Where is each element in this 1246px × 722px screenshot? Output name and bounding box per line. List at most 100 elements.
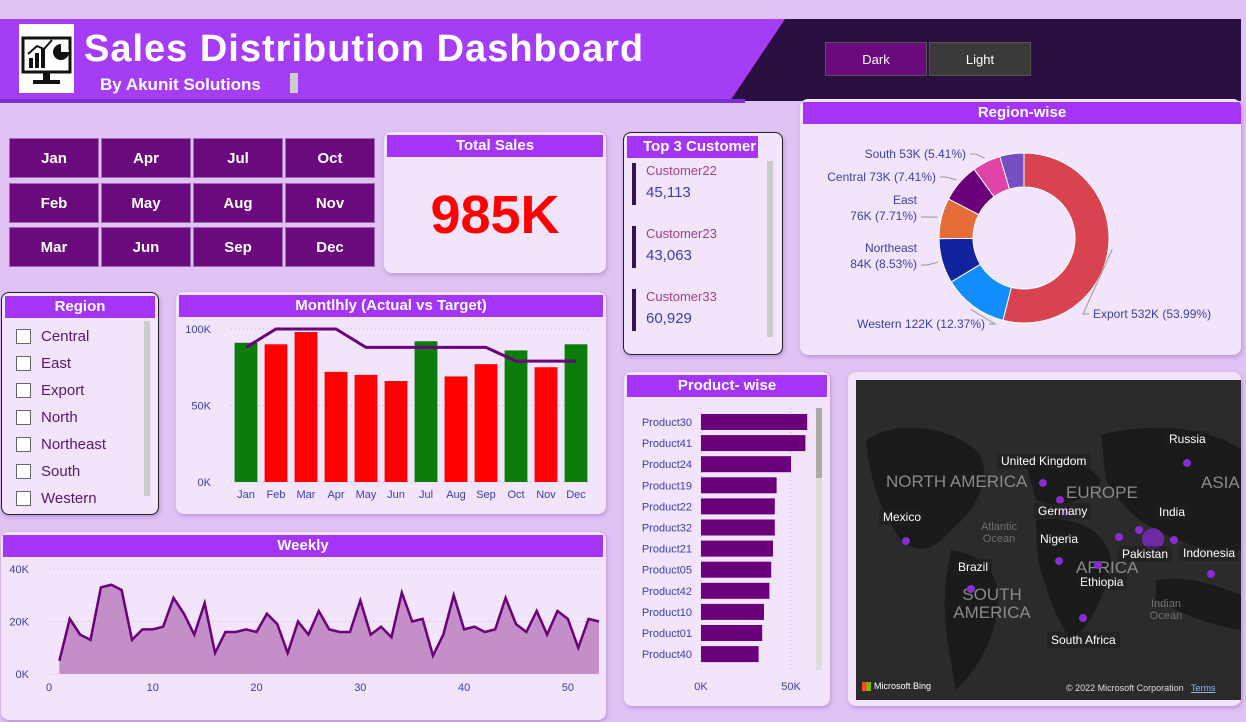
header-banner (0, 19, 785, 101)
map-point[interactable] (1056, 496, 1064, 504)
x-tick-label: Oct (507, 489, 524, 501)
monthly-bar (534, 367, 558, 482)
customer-name: Customer33 (646, 289, 717, 304)
region-option-western[interactable]: Western (16, 487, 97, 509)
map-point[interactable] (1039, 479, 1047, 487)
region-slicer-scrollbar[interactable] (144, 321, 150, 496)
customer-item[interactable]: Customer23 43,063 (632, 226, 762, 268)
map-point[interactable] (1094, 561, 1102, 569)
map-label-ethiopia: Ethiopia (1076, 574, 1128, 590)
map-point[interactable] (902, 537, 910, 545)
month-button-may[interactable]: May (101, 183, 191, 223)
map-point[interactable] (1170, 536, 1178, 544)
y-tick-label: Product41 (642, 438, 692, 450)
region-option-label: Central (41, 327, 90, 345)
monthly-bar (264, 344, 288, 482)
map-label-india: India (1155, 504, 1190, 520)
monthly-chart-card: Montlhly (Actual vs Target) 0K 50K 100K Jan… (176, 292, 606, 514)
region-wise-title: Region-wise (803, 102, 1241, 124)
map-continent-label: EUROPE (1066, 483, 1138, 502)
dark-theme-button[interactable]: Dark (825, 42, 927, 76)
product-bar (701, 477, 777, 494)
region-option-north[interactable]: North (16, 406, 78, 428)
checkbox[interactable] (16, 409, 31, 425)
month-button-oct[interactable]: Oct (285, 138, 375, 178)
product-scrollbar-thumb[interactable] (816, 408, 822, 478)
x-tick-label: Nov (536, 489, 556, 501)
map-point[interactable] (1183, 459, 1191, 467)
map-label-south-africa: South Africa (1047, 632, 1120, 648)
checkbox[interactable] (16, 436, 31, 452)
month-button-apr[interactable]: Apr (101, 138, 191, 178)
region-option-central[interactable]: Central (16, 325, 89, 347)
checkbox[interactable] (16, 355, 31, 371)
map-label-uk: United Kingdom (997, 453, 1091, 469)
monthly-chart-title: Montlhly (Actual vs Target) (179, 295, 603, 317)
page-subtitle: By Akunit Solutions (100, 75, 261, 94)
world-map[interactable]: NORTH AMERICA EUROPE ASIA AFRICA SOUTH A… (856, 380, 1241, 700)
checkbox[interactable] (16, 463, 31, 479)
monthly-bar (444, 376, 468, 482)
x-tick-label: Jul (419, 489, 433, 501)
map-point[interactable] (967, 585, 975, 593)
region-option-east[interactable]: East (16, 352, 71, 374)
region-option-northeast[interactable]: Northeast (16, 433, 106, 455)
y-tick-label: 0K (198, 477, 212, 489)
product-bar (701, 435, 806, 452)
region-option-south[interactable]: South (16, 460, 80, 482)
monthly-bar (234, 342, 258, 482)
month-button-nov[interactable]: Nov (285, 183, 375, 223)
map-point[interactable] (1079, 614, 1087, 622)
map-terms-link[interactable]: Terms (1191, 683, 1216, 693)
donut-leader-line (940, 176, 957, 181)
checkbox[interactable] (16, 328, 31, 344)
map-point[interactable] (1135, 526, 1143, 534)
month-button-jan[interactable]: Jan (9, 138, 99, 178)
month-button-jul[interactable]: Jul (193, 138, 283, 178)
customer-value: 45,113 (646, 184, 691, 201)
x-tick-label: Feb (267, 489, 286, 501)
checkbox[interactable] (16, 490, 31, 506)
month-button-aug[interactable]: Aug (193, 183, 283, 223)
light-theme-button[interactable]: Light (929, 42, 1031, 76)
donut-leader-line (970, 308, 997, 325)
month-button-jun[interactable]: Jun (101, 227, 191, 267)
x-tick-label: 40 (458, 682, 470, 694)
checkbox[interactable] (16, 382, 31, 398)
donut-slice (1002, 152, 1110, 324)
total-sales-card: Total Sales 985K (384, 132, 606, 273)
donut-data-label: Export 532K (53.99%) (1093, 307, 1211, 321)
monthly-bar (474, 364, 498, 482)
donut-label-line: 84K (8.53%) (850, 257, 917, 271)
month-button-sep[interactable]: Sep (193, 227, 283, 267)
map-continent-label: NORTH AMERICA (886, 472, 1028, 491)
map-point[interactable] (1142, 528, 1164, 550)
y-tick-label: Product42 (642, 586, 692, 598)
top-customers-card: Top 3 Customer Customer22 45,113 Custome… (623, 132, 783, 355)
map-point[interactable] (1207, 570, 1215, 578)
header-accent-line (0, 99, 745, 103)
region-option-label: Export (41, 381, 85, 399)
y-tick-label: Product24 (642, 459, 692, 471)
donut-leader-line (970, 153, 985, 159)
y-tick-label: 0K (16, 669, 30, 681)
customer-item[interactable]: Customer33 60,929 (632, 289, 762, 331)
month-button-dec[interactable]: Dec (285, 227, 375, 267)
map-label-nigeria: Nigeria (1036, 531, 1083, 547)
product-bar (701, 414, 808, 430)
map-continent-label: AFRICA (1076, 558, 1139, 577)
customers-scrollbar[interactable] (767, 161, 773, 337)
customer-item[interactable]: Customer22 45,113 (632, 163, 762, 205)
x-tick-label: Jan (237, 489, 255, 501)
customer-name: Customer23 (646, 226, 717, 241)
product-scrollbar-track[interactable] (816, 408, 822, 670)
region-option-export[interactable]: Export (16, 379, 84, 401)
product-chart-card: Product- wise 0K 50K Product30 Product41 Pro… (624, 372, 830, 706)
month-button-feb[interactable]: Feb (9, 183, 99, 223)
map-point[interactable] (1115, 533, 1123, 541)
region-option-label: South (41, 462, 81, 480)
map-point[interactable] (1055, 557, 1063, 565)
product-bar-chart: 0K 50K Product30 Product41 Product24 Product1… (642, 408, 808, 693)
region-slicer-card: Region Central East Export North Northea… (1, 292, 159, 515)
month-button-mar[interactable]: Mar (9, 227, 99, 267)
